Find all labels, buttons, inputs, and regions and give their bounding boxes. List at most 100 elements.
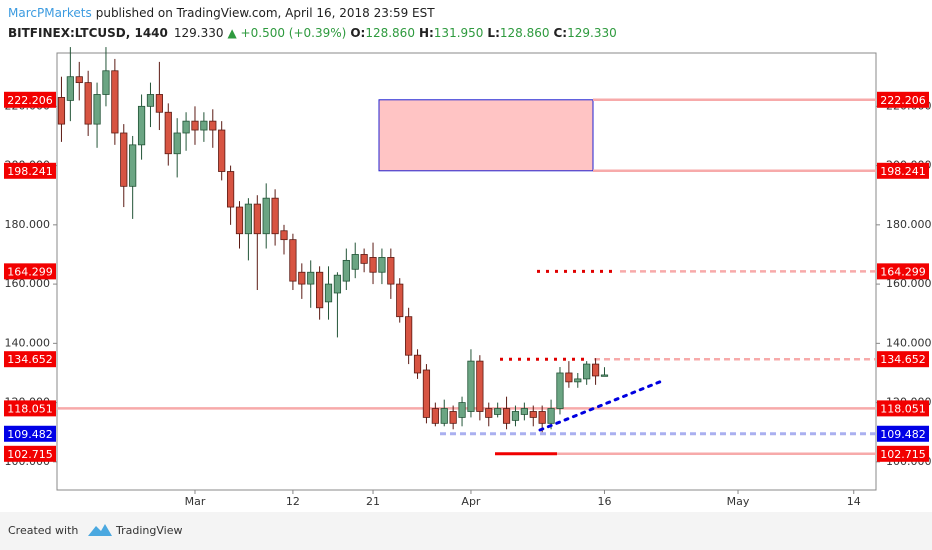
candle-body [102,70,110,95]
candle-body [440,408,448,424]
candle-body [129,144,137,187]
candle-body [271,197,279,235]
candle-body [529,411,537,418]
trend-line [538,379,664,432]
candle-body [378,257,386,273]
zone-box [378,99,594,172]
candle-body [200,120,208,131]
level-label-bg [877,91,929,108]
open: 128.860 [365,26,415,40]
candle-body [387,257,395,285]
candle-body [84,82,92,125]
l-label: L: [487,26,499,40]
author[interactable]: MarcPMarkets [8,6,92,20]
candle-body [556,372,564,409]
x-tick-label: May [727,495,750,508]
candle-body [280,230,288,241]
candle-body [405,316,413,356]
level-label: 109.482 [880,428,926,441]
candle-body [218,129,226,172]
published: published on TradingView.com, April 16, … [96,6,436,20]
x-tick-label: 16 [597,495,611,508]
last-price: 129.330 [174,26,224,40]
level-label: 118.051 [880,402,926,415]
level-label-bg [877,445,929,462]
level-label: 164.299 [880,265,926,278]
level-label-bg [4,263,56,280]
candle-body [120,132,128,187]
level-label-bg [877,263,929,280]
candle-body [360,254,368,264]
low: 128.860 [500,26,550,40]
level-label: 198.241 [7,165,53,178]
candle-body [137,105,146,146]
level-label-bg [4,400,56,417]
candle-body [316,271,324,309]
candle-body [467,360,475,412]
y-tick-label: 180.000 [5,218,51,231]
level-label: 118.051 [7,402,53,415]
level-label: 164.299 [7,265,53,278]
candle-body [511,411,520,421]
candle-body [93,94,101,125]
candle-body [298,271,306,285]
candle-body [209,120,217,131]
candle-body [182,120,190,134]
candle-body [173,132,181,155]
candle-body [351,254,359,270]
candle-body [155,94,163,113]
candle-body [226,171,235,208]
level-label: 222.206 [7,94,53,107]
level-label-bg [877,162,929,179]
candle-body [476,360,484,412]
candle-body [57,97,66,125]
candle-body [262,197,270,235]
candle-body [502,408,511,424]
candle-body [191,120,199,131]
level-label-bg [4,351,56,368]
candle-body [253,203,261,235]
candle-body [396,283,404,318]
x-tick-label: 12 [286,495,300,508]
level-label-bg [4,425,56,442]
footer-text: Created with [8,524,78,537]
candle-body [342,259,350,282]
level-label-bg [877,400,929,417]
c-label: C: [554,26,568,40]
candle-body [449,411,457,424]
candle-body [289,239,297,282]
header-line-2: BITFINEX:LTCUSD, 1440 129.330 ▲ +0.500 (+0… [8,26,617,40]
candle-body [574,378,582,383]
candle-body [458,402,466,418]
y-tick-label: 160.000 [5,277,51,290]
x-tick-label: 14 [847,495,861,508]
candle-body [431,408,439,424]
y-tick-label: 160.000 [886,277,932,290]
candle-body [494,408,502,415]
candle-body [333,274,342,294]
level-label-bg [4,162,56,179]
level-label: 102.715 [7,448,53,461]
level-label: 198.241 [880,165,926,178]
level-label: 134.652 [880,353,926,366]
candle-body [235,206,244,235]
footer-bar [0,512,932,550]
o-label: O: [350,26,365,40]
candle-body [485,408,493,418]
candle-body [547,408,555,424]
candle-body [600,374,609,377]
candle-body [164,111,172,155]
high: 131.950 [434,26,484,40]
candle-body [413,354,422,374]
level-label: 222.206 [880,94,926,107]
level-label: 109.482 [7,428,53,441]
footer-brand[interactable]: TradingView [115,524,182,537]
logo [88,524,112,536]
candle-body [565,372,573,383]
candle-body [369,257,377,273]
candle-body [66,76,74,101]
x-tick-label: 21 [366,495,380,508]
y-tick-label: 180.000 [886,218,932,231]
